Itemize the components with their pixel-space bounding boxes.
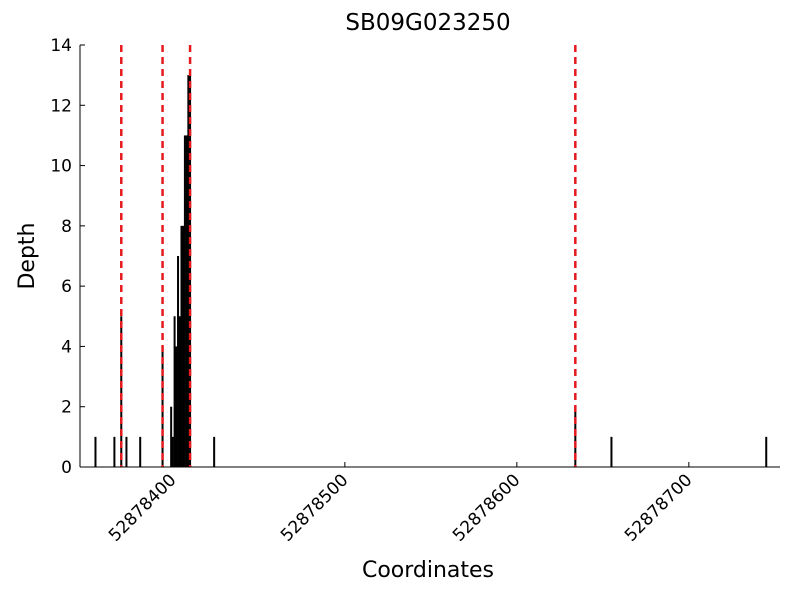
bar xyxy=(178,316,181,467)
bar xyxy=(189,75,192,468)
bar xyxy=(187,75,190,468)
bar xyxy=(125,436,128,467)
bar xyxy=(120,316,123,467)
bar xyxy=(180,225,183,467)
bar xyxy=(213,436,216,467)
bar xyxy=(171,436,174,467)
x-tick-label: 52878600 xyxy=(449,470,524,545)
x-tick-label: 52878500 xyxy=(277,470,352,545)
y-tick-label: 8 xyxy=(61,217,72,237)
y-tick-label: 2 xyxy=(61,398,72,418)
bar xyxy=(177,256,180,467)
y-tick-label: 0 xyxy=(61,458,72,478)
bar xyxy=(170,406,173,467)
bar xyxy=(765,436,768,467)
bar xyxy=(183,135,186,467)
y-tick-label: 14 xyxy=(50,36,72,56)
bar xyxy=(175,346,178,467)
y-axis-label: Depth xyxy=(15,222,40,289)
x-tick-label: 52878400 xyxy=(105,470,180,545)
y-tick-label: 12 xyxy=(50,96,72,116)
bar xyxy=(139,436,142,467)
bar xyxy=(610,436,613,467)
bar xyxy=(173,316,176,467)
bar xyxy=(185,135,188,467)
y-tick-label: 6 xyxy=(61,277,72,297)
x-tick-label: 52878700 xyxy=(621,470,696,545)
bar xyxy=(182,225,185,467)
bar xyxy=(94,436,97,467)
y-tick-label: 4 xyxy=(61,337,72,357)
bar xyxy=(113,436,116,467)
bar xyxy=(574,406,577,467)
x-axis-label: Coordinates xyxy=(362,558,494,583)
y-tick-label: 10 xyxy=(50,157,72,177)
chart-title: SB09G023250 xyxy=(345,10,510,36)
